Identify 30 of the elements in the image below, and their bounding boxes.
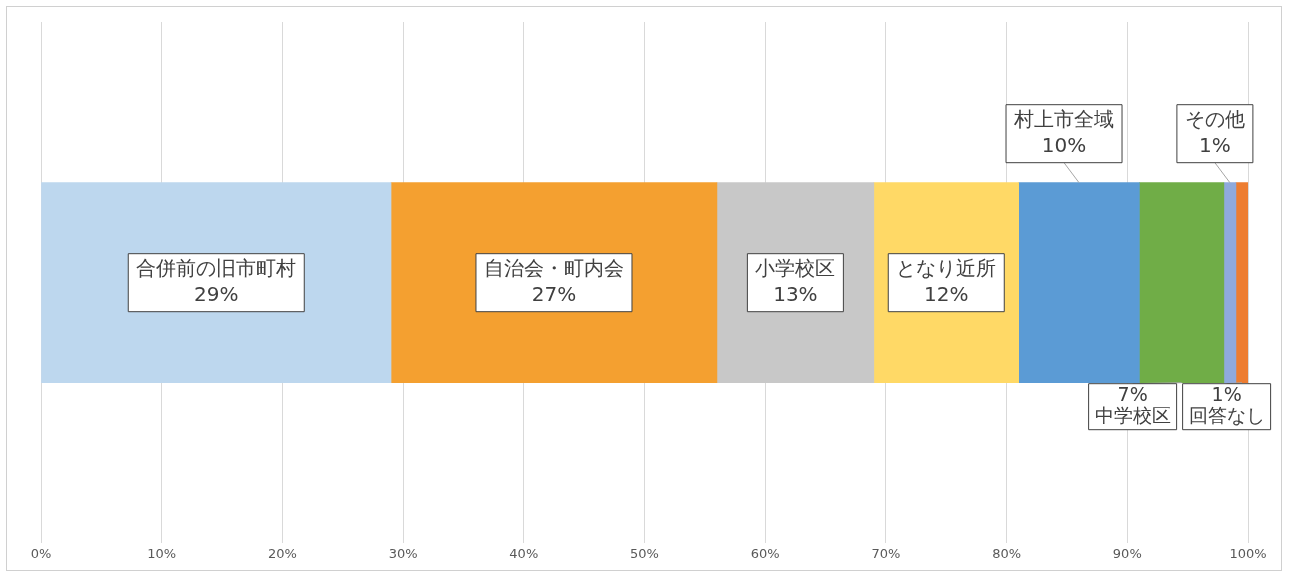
- text: 村上市全域: [1013, 106, 1115, 131]
- x-tick-label: 40%: [509, 545, 539, 561]
- data-label: 27%: [531, 281, 577, 306]
- data-label: 12%: [924, 281, 969, 306]
- data-label: 13%: [773, 281, 818, 306]
- text: その他: [1184, 106, 1245, 131]
- data-label: 10%: [1041, 132, 1087, 157]
- x-tick-label: 10%: [147, 545, 177, 561]
- series-label: 回答なし: [1188, 404, 1265, 427]
- x-tick-label: 90%: [1112, 545, 1142, 561]
- x-tick-label: 30%: [388, 545, 418, 561]
- x-tick-label: 80%: [992, 545, 1022, 561]
- x-tick-label: 20%: [267, 545, 297, 561]
- x-tick-label: 70%: [871, 545, 901, 561]
- bar: [1139, 182, 1225, 384]
- series-label: 合併前の旧市町村: [136, 255, 297, 280]
- x-tick-label: 0%: [30, 545, 52, 561]
- x-tick-label: 50%: [630, 545, 659, 561]
- series-label: 自治会・町内会: [483, 255, 624, 280]
- data-label: 1%: [1211, 383, 1242, 406]
- data-label: 7%: [1117, 383, 1148, 406]
- bar: [1018, 182, 1140, 384]
- bar: [390, 182, 718, 384]
- data-label: 29%: [194, 281, 239, 306]
- series-label: 中学校区: [1094, 404, 1171, 427]
- x-tick-label: 100%: [1229, 545, 1267, 561]
- series-label: となり近所: [896, 255, 997, 280]
- series-label: 小学校区: [755, 255, 836, 280]
- data-label: 1%: [1199, 132, 1231, 157]
- x-tick-label: 60%: [750, 545, 780, 561]
